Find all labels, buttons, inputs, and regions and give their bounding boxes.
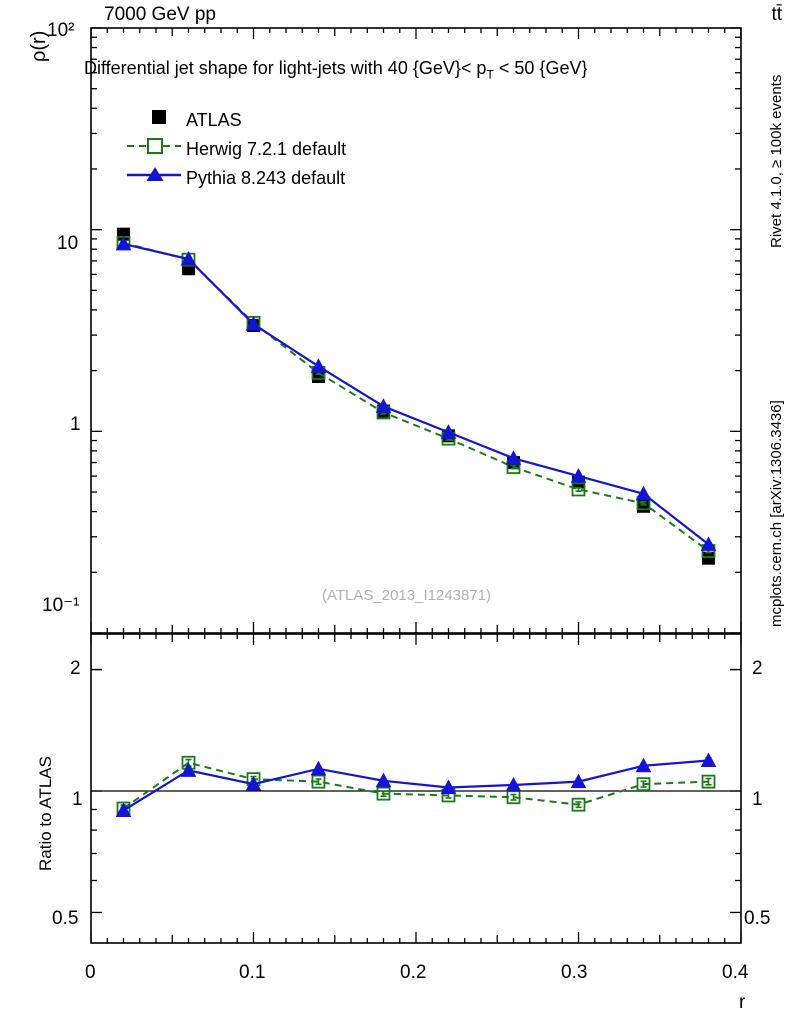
main-ytick-0.1-text: 10⁻¹ — [42, 595, 80, 616]
data-point-pythia — [245, 776, 262, 791]
data-point-herwig — [571, 482, 586, 497]
data-point-pythia — [440, 424, 457, 439]
data-point-pythia — [245, 316, 262, 331]
legend-item-pythia-label: Pythia 8.243 default — [186, 168, 346, 188]
beam-label: 7000 GeV pp — [104, 4, 216, 25]
main-ytick-0.1: 10⁻¹ — [42, 594, 80, 617]
data-point-herwig — [701, 774, 716, 789]
data-point-herwig — [311, 774, 326, 789]
main-ytick-1: 1 — [70, 414, 81, 436]
xtick-0.4: 0.4 — [722, 962, 749, 983]
xtick-0.1: 0.1 — [239, 962, 266, 983]
data-point-pythia — [700, 536, 717, 551]
ratio-ytick-1-left: 1 — [72, 789, 83, 810]
data-point-herwig — [636, 777, 651, 792]
legend-item-atlas-label: ATLAS — [186, 110, 242, 130]
data-point-pythia — [505, 776, 522, 792]
legend-marker-atlas — [152, 110, 166, 124]
plot-title: Differential jet shape for light-jets wi… — [84, 58, 587, 82]
main-ytick-10: 10 — [57, 233, 78, 255]
data-point-pythia — [570, 468, 587, 483]
data-point-pythia — [115, 235, 132, 251]
data-point-pythia — [440, 779, 457, 795]
data-point-pythia — [180, 762, 197, 777]
data-point-pythia — [700, 752, 717, 768]
ratio-ytick-0.5-left: 0.5 — [52, 908, 79, 929]
plot-title-main: Differential jet shape for light-jets wi… — [84, 58, 487, 78]
data-point-pythia — [375, 772, 392, 788]
data-point-pythia — [180, 250, 197, 266]
data-point-pythia — [635, 757, 652, 773]
main-panel-frame — [90, 27, 742, 634]
legend-marker-pythia — [146, 167, 164, 181]
data-point-pythia — [505, 450, 522, 465]
ratio-ytick-2-left: 2 — [70, 658, 81, 679]
series-line-pythia — [122, 759, 709, 812]
process-label: tt̄ — [771, 4, 782, 25]
data-point-pythia — [375, 398, 392, 413]
ratio-panel-frame — [90, 633, 742, 944]
data-point-atlas — [702, 551, 715, 565]
main-ytick-10-text: 10 — [57, 233, 79, 254]
ratio-ytick-1-right: 1 — [752, 789, 763, 810]
series-line-pythia — [123, 242, 710, 546]
xtick-0.3: 0.3 — [561, 962, 588, 983]
xtick-0: 0 — [85, 962, 96, 983]
series-line-herwig — [122, 761, 709, 810]
data-point-pythia — [635, 485, 652, 501]
xtick-0.2: 0.2 — [400, 962, 427, 983]
legend-item-herwig-label: Herwig 7.2.1 default — [186, 139, 347, 159]
series-line-herwig — [123, 241, 710, 552]
main-ytick-100-text: 10² — [47, 20, 75, 41]
data-point-pythia — [310, 760, 327, 776]
data-point-pythia — [310, 358, 327, 373]
data-point-herwig — [571, 797, 586, 812]
x-axis-label: r — [739, 992, 746, 1013]
main-ytick-100: 10² — [47, 20, 74, 42]
main-ytick-1-text: 1 — [70, 414, 81, 435]
legend-marker-herwig — [147, 138, 163, 154]
ratio-ytick-0.5-right: 0.5 — [744, 908, 771, 929]
plot-title-subscript: T — [486, 67, 494, 82]
plot-title-rest: < 50 {GeV} — [493, 58, 588, 78]
data-point-pythia — [115, 802, 132, 817]
data-point-herwig — [376, 786, 391, 801]
ratio-ytick-2-right: 2 — [752, 658, 763, 679]
dataset-watermark: (ATLAS_2013_I1243871) — [322, 587, 492, 604]
data-point-pythia — [570, 773, 587, 789]
